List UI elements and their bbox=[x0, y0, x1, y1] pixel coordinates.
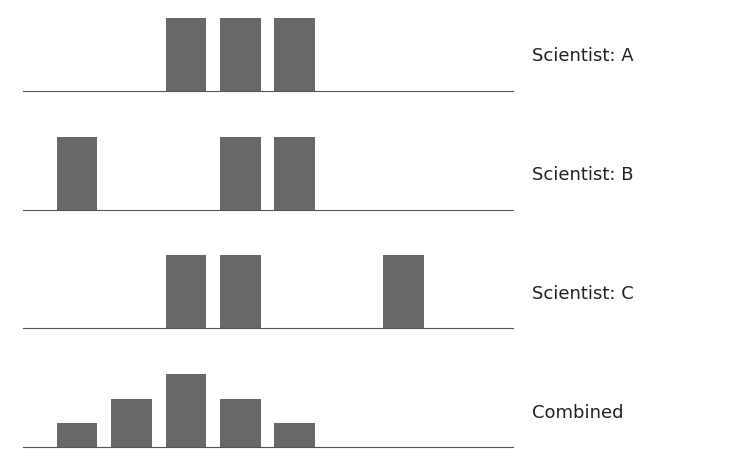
Text: Scientist: C: Scientist: C bbox=[532, 285, 634, 303]
Text: Combined: Combined bbox=[532, 404, 624, 422]
Bar bbox=[220, 18, 261, 91]
Bar bbox=[220, 137, 261, 210]
Bar bbox=[383, 255, 425, 329]
Bar bbox=[166, 255, 207, 329]
Bar bbox=[57, 423, 97, 447]
Bar bbox=[57, 137, 97, 210]
Bar bbox=[166, 18, 207, 91]
Bar bbox=[274, 18, 315, 91]
Bar bbox=[274, 137, 315, 210]
Text: Scientist: A: Scientist: A bbox=[532, 47, 634, 65]
Bar bbox=[111, 398, 152, 447]
Bar bbox=[220, 398, 261, 447]
Text: Scientist: B: Scientist: B bbox=[532, 166, 634, 184]
Bar bbox=[166, 374, 207, 447]
Bar bbox=[274, 423, 315, 447]
Bar bbox=[220, 255, 261, 329]
